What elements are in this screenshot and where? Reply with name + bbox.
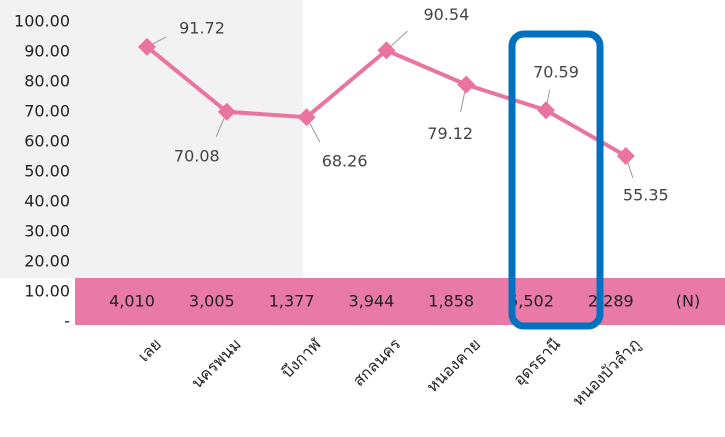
y-tick-label: 30.00 xyxy=(24,222,70,241)
marker xyxy=(457,75,476,94)
y-tick-label: 90.00 xyxy=(24,42,70,61)
x-tick-label: อุดรธานี xyxy=(509,335,564,390)
highlight-box xyxy=(508,30,604,330)
data-label: 70.59 xyxy=(533,63,579,82)
sample-size: 1,377 xyxy=(269,292,315,311)
leader-line xyxy=(215,115,226,137)
data-label: 79.12 xyxy=(427,124,473,143)
y-tick-label: 40.00 xyxy=(24,192,70,211)
marker xyxy=(616,146,635,165)
data-label: 70.08 xyxy=(174,146,220,165)
y-tick-label: 10.00 xyxy=(24,282,70,301)
leader-line xyxy=(460,88,466,113)
data-label: 91.72 xyxy=(179,18,225,37)
leader-line xyxy=(389,30,408,48)
sample-size-band xyxy=(75,278,725,325)
marker xyxy=(217,102,236,121)
sample-size-unit: (N) xyxy=(676,292,700,311)
sample-size: 2,289 xyxy=(588,292,634,311)
y-tick-label: - xyxy=(64,312,70,331)
y-tick-label: 70.00 xyxy=(24,102,70,121)
data-label: 55.35 xyxy=(623,185,669,204)
x-tick-label: เลย xyxy=(134,335,165,366)
x-tick-label: นครพนม xyxy=(187,335,244,392)
leader-line xyxy=(308,120,321,143)
x-tick-label: บึงกาฬ xyxy=(278,334,326,382)
marker xyxy=(377,41,396,60)
sample-size: 3,005 xyxy=(189,292,235,311)
y-tick-label: 80.00 xyxy=(24,72,70,91)
sample-size: 1,858 xyxy=(428,292,474,311)
y-tick-label: 100.00 xyxy=(14,12,70,31)
y-tick-label: 50.00 xyxy=(24,162,70,181)
marker xyxy=(138,37,156,56)
data-label: 90.54 xyxy=(423,5,469,24)
sample-size: 3,944 xyxy=(348,292,394,311)
sample-size: 4,010 xyxy=(109,292,155,311)
y-tick-label: 60.00 xyxy=(24,132,70,151)
x-tick-label: หนองบัวลำภู xyxy=(569,335,645,411)
y-tick-label: 20.00 xyxy=(24,252,70,271)
marker xyxy=(537,101,555,120)
x-tick-label: สกลนคร xyxy=(349,334,405,390)
marker xyxy=(297,108,316,127)
sample-size: 5,502 xyxy=(508,292,554,311)
x-tick-label: หนองคาย xyxy=(423,335,484,396)
data-label: 68.26 xyxy=(322,152,368,171)
